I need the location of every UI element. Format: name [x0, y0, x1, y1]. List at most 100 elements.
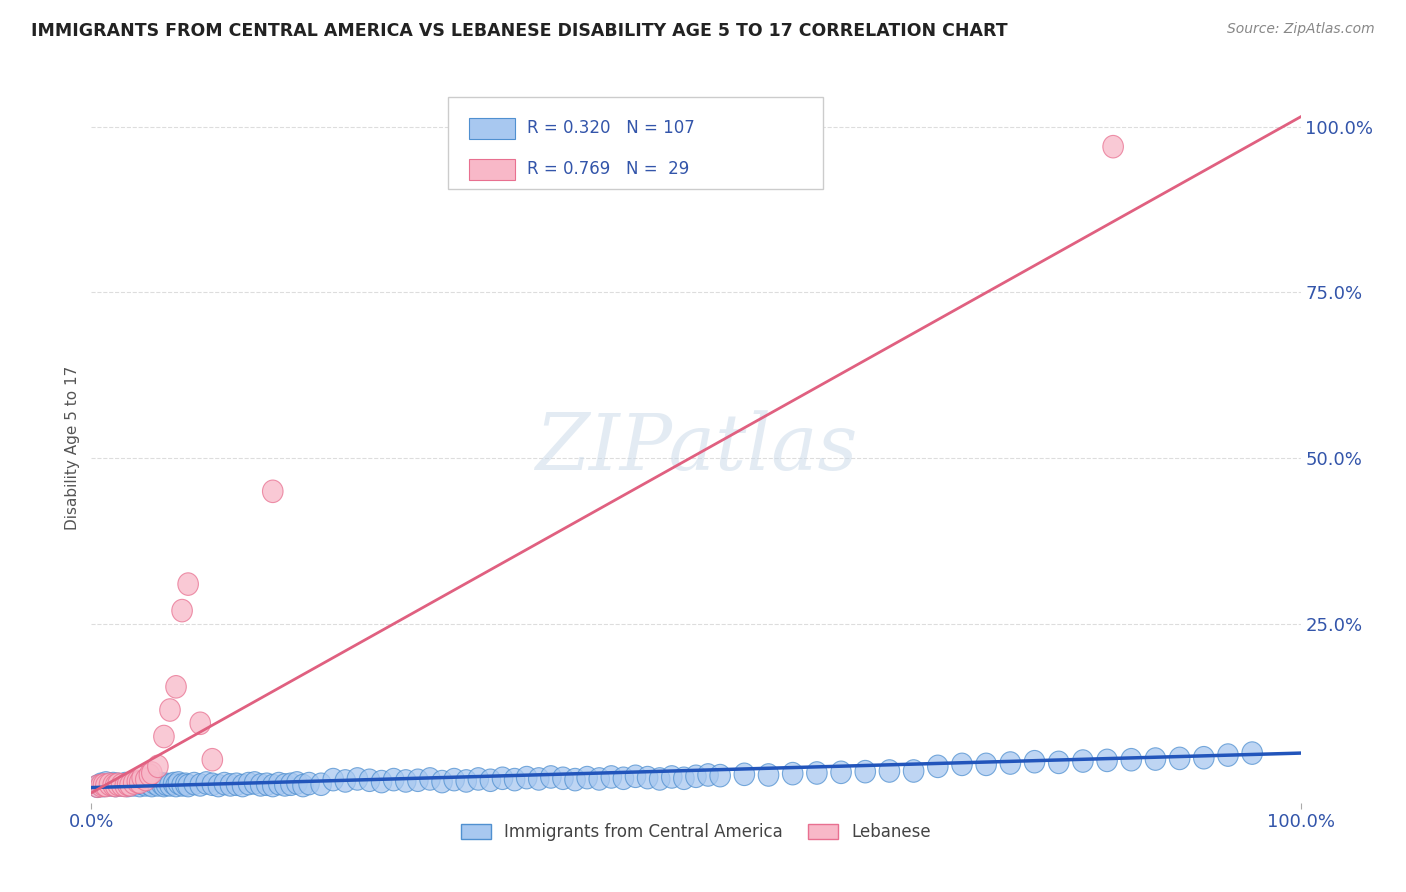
Text: ZIPatlas: ZIPatlas	[534, 410, 858, 486]
Ellipse shape	[166, 774, 187, 797]
Ellipse shape	[650, 768, 671, 790]
Ellipse shape	[269, 772, 290, 795]
Ellipse shape	[468, 768, 489, 790]
Ellipse shape	[142, 762, 162, 784]
Ellipse shape	[160, 773, 180, 797]
Ellipse shape	[758, 764, 779, 786]
Ellipse shape	[710, 764, 731, 787]
Ellipse shape	[613, 767, 634, 789]
Ellipse shape	[1102, 136, 1123, 158]
Ellipse shape	[831, 761, 852, 783]
Ellipse shape	[117, 773, 138, 796]
Legend: Immigrants from Central America, Lebanese: Immigrants from Central America, Lebanes…	[454, 816, 938, 847]
Ellipse shape	[156, 773, 177, 796]
Ellipse shape	[148, 756, 169, 778]
Ellipse shape	[384, 768, 404, 791]
Ellipse shape	[190, 712, 211, 734]
Ellipse shape	[1000, 752, 1021, 774]
Ellipse shape	[855, 760, 876, 783]
Ellipse shape	[686, 765, 706, 788]
FancyBboxPatch shape	[449, 97, 823, 189]
Ellipse shape	[287, 772, 308, 794]
Ellipse shape	[87, 775, 108, 797]
Ellipse shape	[952, 753, 973, 776]
Ellipse shape	[323, 768, 343, 791]
Ellipse shape	[103, 772, 124, 795]
Ellipse shape	[637, 766, 658, 789]
Ellipse shape	[673, 767, 695, 789]
Ellipse shape	[202, 773, 222, 796]
Ellipse shape	[529, 768, 550, 790]
Ellipse shape	[456, 770, 477, 792]
Ellipse shape	[419, 768, 440, 790]
Ellipse shape	[976, 753, 997, 776]
Ellipse shape	[1218, 744, 1239, 766]
Ellipse shape	[177, 774, 198, 797]
Ellipse shape	[132, 772, 152, 795]
Ellipse shape	[148, 773, 169, 797]
Ellipse shape	[263, 480, 283, 502]
Ellipse shape	[1073, 750, 1094, 772]
Ellipse shape	[395, 770, 416, 792]
Ellipse shape	[105, 774, 127, 797]
Ellipse shape	[479, 769, 501, 791]
Ellipse shape	[120, 773, 141, 796]
Ellipse shape	[263, 774, 283, 797]
Ellipse shape	[91, 774, 111, 797]
Ellipse shape	[142, 774, 162, 797]
Ellipse shape	[250, 773, 271, 797]
Ellipse shape	[661, 765, 682, 789]
Ellipse shape	[589, 768, 610, 790]
Ellipse shape	[1121, 748, 1142, 771]
Ellipse shape	[166, 675, 187, 698]
Ellipse shape	[129, 774, 150, 797]
Ellipse shape	[232, 774, 253, 797]
Ellipse shape	[195, 772, 217, 794]
Ellipse shape	[176, 773, 195, 796]
Ellipse shape	[505, 768, 524, 791]
Ellipse shape	[139, 764, 160, 786]
Ellipse shape	[87, 775, 108, 797]
Ellipse shape	[1170, 747, 1189, 770]
Ellipse shape	[408, 769, 429, 791]
Ellipse shape	[135, 773, 156, 797]
Ellipse shape	[135, 768, 156, 791]
Ellipse shape	[565, 768, 585, 791]
Ellipse shape	[576, 766, 598, 789]
Ellipse shape	[111, 773, 132, 797]
Ellipse shape	[274, 773, 295, 797]
Ellipse shape	[298, 772, 319, 795]
Ellipse shape	[292, 774, 314, 797]
Ellipse shape	[807, 762, 827, 784]
FancyBboxPatch shape	[468, 159, 515, 180]
Ellipse shape	[152, 772, 172, 795]
Ellipse shape	[103, 773, 124, 797]
Ellipse shape	[1097, 749, 1118, 772]
Ellipse shape	[93, 774, 114, 797]
Ellipse shape	[100, 773, 120, 796]
Ellipse shape	[444, 768, 464, 791]
Ellipse shape	[117, 774, 138, 797]
Ellipse shape	[96, 774, 117, 797]
Ellipse shape	[202, 748, 222, 771]
Ellipse shape	[129, 771, 150, 794]
Ellipse shape	[93, 773, 114, 797]
Ellipse shape	[108, 773, 128, 796]
Ellipse shape	[160, 698, 180, 722]
Ellipse shape	[172, 773, 193, 797]
Y-axis label: Disability Age 5 to 17: Disability Age 5 to 17	[65, 366, 80, 531]
Ellipse shape	[124, 772, 143, 794]
Ellipse shape	[153, 774, 174, 797]
Ellipse shape	[143, 772, 165, 794]
Ellipse shape	[516, 766, 537, 789]
Ellipse shape	[120, 773, 141, 797]
Ellipse shape	[928, 756, 948, 778]
Ellipse shape	[139, 773, 160, 796]
Ellipse shape	[214, 772, 235, 795]
Ellipse shape	[127, 771, 148, 793]
Ellipse shape	[111, 773, 132, 797]
Ellipse shape	[245, 772, 264, 794]
Ellipse shape	[226, 773, 247, 796]
Ellipse shape	[108, 773, 128, 796]
FancyBboxPatch shape	[468, 118, 515, 139]
